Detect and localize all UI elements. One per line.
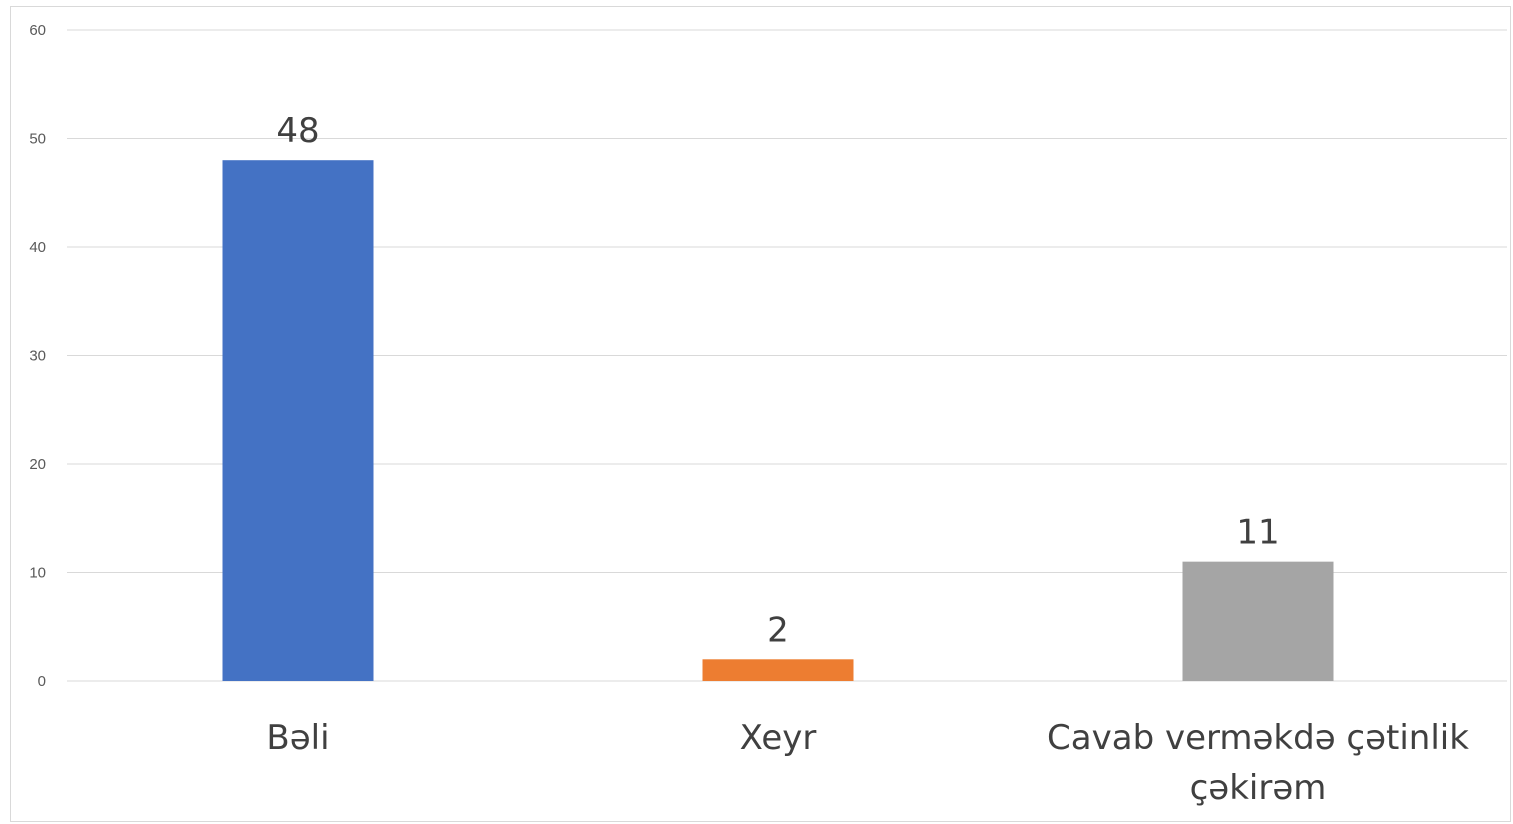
- category-label-3-line-1: Cavab verməkdə çətinlik: [1047, 718, 1469, 758]
- data-label-3: 11: [1236, 513, 1279, 553]
- y-tick-label: 40: [29, 239, 46, 256]
- y-tick-label: 10: [29, 565, 46, 582]
- y-tick-label: 20: [29, 456, 46, 473]
- bar-2: [702, 659, 854, 681]
- y-tick-label: 60: [29, 22, 46, 39]
- category-label-2: Xeyr: [740, 718, 817, 758]
- y-tick-label: 50: [29, 131, 46, 148]
- category-label-3-line-2: çəkirəm: [1190, 768, 1327, 808]
- y-axis-tick-labels: 0 10 20 30 40 50 60: [29, 22, 46, 690]
- bar-3: [1182, 561, 1334, 681]
- category-label-1: Bəli: [266, 718, 329, 758]
- x-axis-category-labels: Bəli Xeyr Cavab verməkdə çətinlik çəkirəm: [266, 718, 1469, 808]
- bars: [222, 160, 1334, 681]
- y-tick-label: 0: [38, 673, 46, 690]
- data-label-1: 48: [276, 111, 319, 151]
- data-label-2: 2: [767, 610, 789, 650]
- y-tick-label: 30: [29, 348, 46, 365]
- data-labels: 48 2 11: [276, 111, 1279, 650]
- bar-1: [222, 160, 374, 681]
